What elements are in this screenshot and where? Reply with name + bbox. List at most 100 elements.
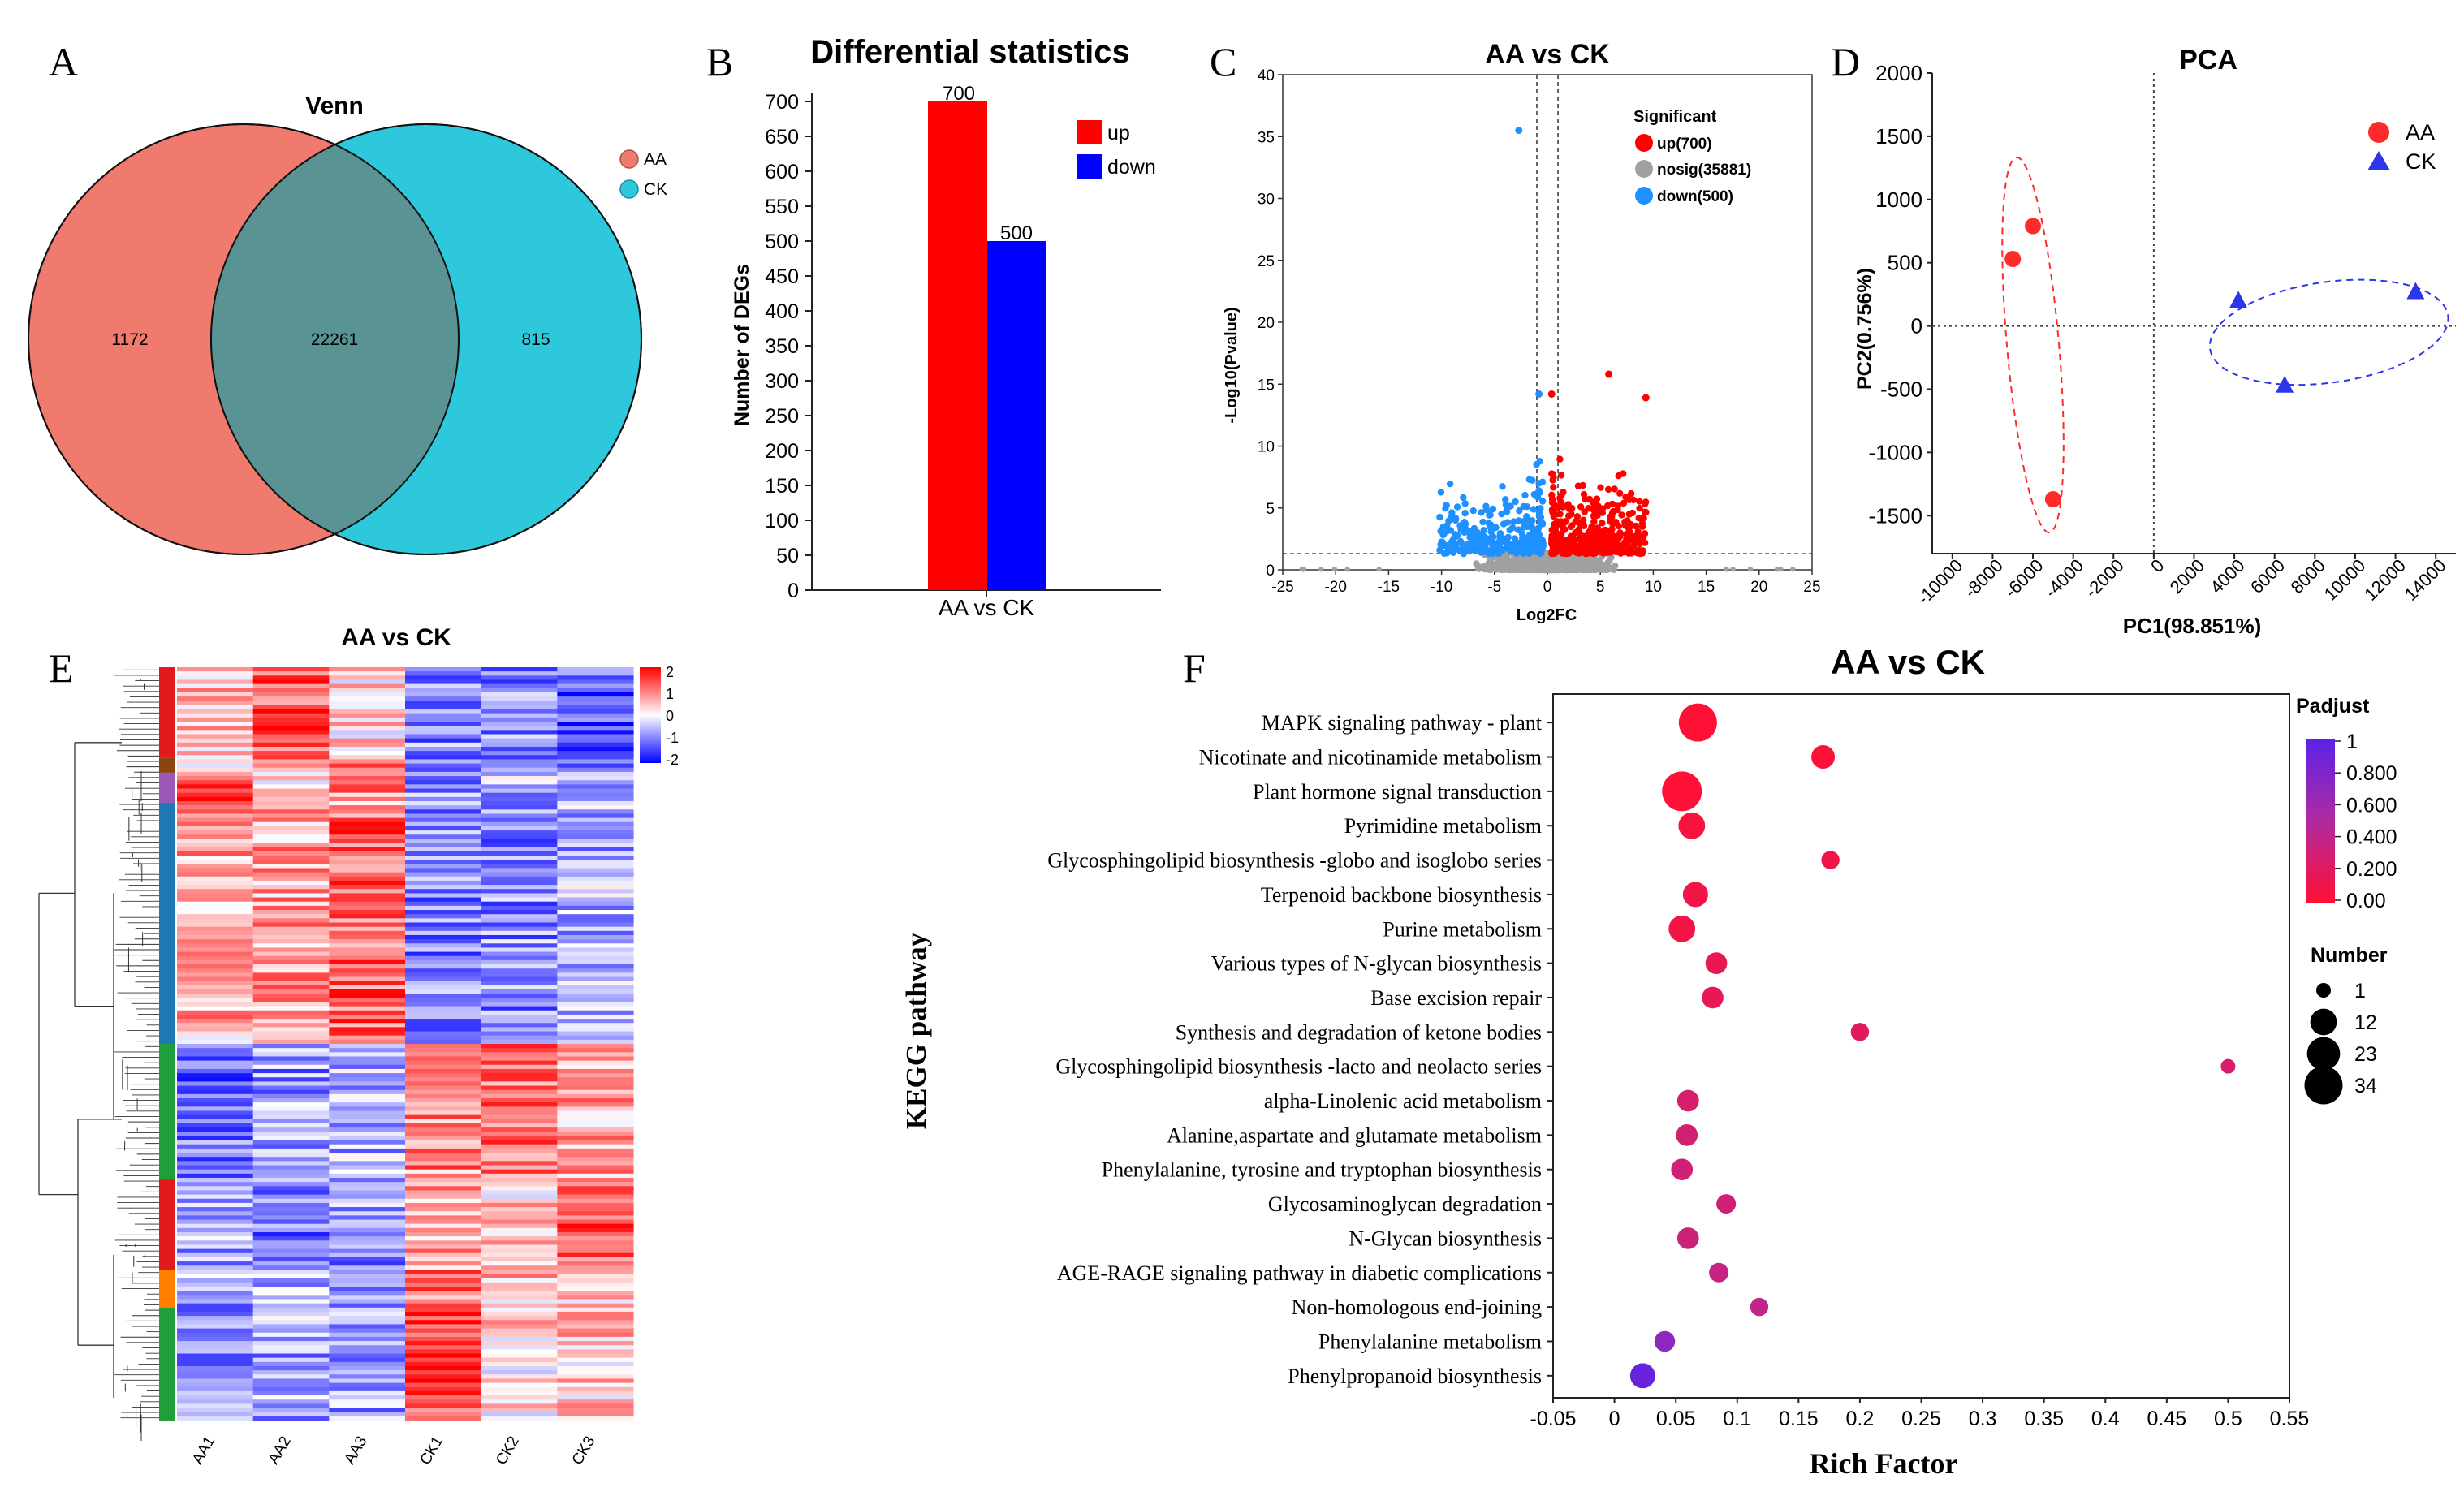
kegg-x-tick-label: 0.1	[1723, 1408, 1751, 1430]
heatmap-cell	[329, 821, 406, 827]
heatmap-cell	[177, 701, 254, 705]
heatmap-cell	[481, 1374, 558, 1380]
heatmap-cell	[329, 1399, 406, 1404]
heatmap-cell	[481, 826, 558, 831]
heatmap-cell	[329, 1395, 406, 1400]
heatmap-cell	[405, 1035, 482, 1041]
heatmap-cell	[177, 796, 254, 802]
heatmap-cell	[557, 968, 634, 973]
heatmap-cell	[252, 1035, 330, 1041]
bar-down	[987, 241, 1046, 590]
heatmap-cell	[405, 1173, 482, 1179]
volcano-point-down	[1444, 546, 1452, 554]
heatmap-cell	[329, 1416, 406, 1421]
heatmap-cell	[252, 1211, 330, 1216]
volcano-y-tick-label: 25	[1258, 253, 1275, 270]
heatmap-cell	[481, 1114, 558, 1120]
heatmap-cell	[557, 809, 634, 815]
heatmap-cell	[557, 1349, 634, 1355]
heatmap-cell	[177, 926, 254, 932]
heatmap-cell	[405, 1161, 482, 1166]
heatmap-cell	[177, 1110, 254, 1116]
heatmap-cell	[557, 1077, 634, 1082]
number-legend: 1 12 23 34	[2304, 980, 2377, 1105]
volcano-legend-nosig-marker	[1635, 160, 1653, 178]
heatmap-cell	[557, 826, 634, 831]
volcano-point-down	[1461, 500, 1469, 507]
volcano-point-up	[1589, 536, 1596, 544]
heatmap-cell	[557, 885, 634, 890]
heatmap-cell	[481, 1056, 558, 1062]
heatmap-cell	[481, 839, 558, 844]
heatmap-cell	[481, 959, 558, 965]
heatmap-cell	[252, 717, 330, 722]
heatmap-cell	[405, 767, 482, 773]
heatmap-cell	[481, 1412, 558, 1417]
kegg-bubble	[1662, 771, 1702, 812]
heatmap-cell	[481, 914, 558, 919]
heatmap-cell	[252, 1093, 330, 1099]
volcano-point-up	[1640, 515, 1647, 522]
heatmap-cell	[329, 905, 406, 911]
heatmap-cell	[252, 922, 330, 928]
heatmap-cell	[557, 1010, 634, 1015]
heatmap-cell	[481, 1370, 558, 1375]
heatmap-cell	[481, 847, 558, 852]
bar-y-tick-label: 0	[788, 580, 799, 602]
heatmap-cell	[329, 1311, 406, 1317]
heatmap-cell	[481, 876, 558, 882]
heatmap-cell	[557, 696, 634, 701]
panel-b-bar: B Differential statistics Number of DEGs…	[706, 34, 1161, 620]
heatmap-cell	[177, 1182, 254, 1187]
heatmap-cell	[405, 955, 482, 961]
number-legend-label: 12	[2354, 1011, 2377, 1034]
volcano-point-nosig	[1730, 567, 1736, 572]
heatmap-cell	[329, 1010, 406, 1015]
kegg-ylabel: KEGG pathway	[900, 932, 932, 1129]
kegg-pathway-label: MAPK signaling pathway - plant	[1262, 711, 1543, 735]
heatmap-cell	[481, 1132, 558, 1137]
heatmap-cell	[405, 1064, 482, 1070]
heatmap-cell	[329, 934, 406, 940]
heatmap-cell	[177, 1386, 254, 1392]
heatmap-cell	[481, 868, 558, 873]
heatmap-cell	[329, 746, 406, 752]
heatmap-cell	[557, 839, 634, 844]
volcano-point-down	[1446, 480, 1454, 488]
heatmap-cell	[481, 981, 558, 986]
heatmap-cell	[481, 1257, 558, 1262]
volcano-point-down	[1537, 505, 1544, 512]
heatmap-cell	[557, 675, 634, 681]
heatmap-cell	[177, 864, 254, 869]
heatmap-cell	[177, 1186, 254, 1192]
heatmap-cell	[481, 1169, 558, 1175]
heatmap-cell	[405, 856, 482, 860]
heatmap-cell	[481, 1408, 558, 1413]
heatmap-cell	[481, 722, 558, 726]
heatmap-cell	[329, 951, 406, 957]
heatmap-cell	[252, 1052, 330, 1058]
heatmap-cell	[557, 1177, 634, 1183]
heatmap-cell	[481, 989, 558, 994]
heatmap-cell	[177, 1395, 254, 1400]
volcano-point-down	[1528, 524, 1536, 532]
heatmap-cell	[481, 1219, 558, 1225]
heatmap-cell	[252, 1198, 330, 1204]
pca-y-tick-label: 2000	[1875, 61, 1922, 85]
heatmap-cell	[329, 1287, 406, 1291]
heatmap-cell	[177, 1014, 254, 1020]
volcano-point-down	[1535, 513, 1543, 520]
heatmap-cell	[481, 1291, 558, 1296]
heatmap-cell	[481, 1357, 558, 1363]
heatmap-cell	[557, 1186, 634, 1192]
heatmap-cell	[329, 805, 406, 810]
heatmap-cell	[481, 910, 558, 915]
heatmap-cell	[481, 1336, 558, 1342]
volcano-point-nosig	[1553, 561, 1560, 568]
volcano-point-up	[1564, 501, 1572, 508]
heatmap-cell	[481, 1303, 558, 1308]
heatmap-cell	[252, 1010, 330, 1015]
heatmap-cell	[481, 922, 558, 928]
volcano-point-up	[1636, 504, 1643, 512]
heatmap-cell	[557, 1320, 634, 1326]
